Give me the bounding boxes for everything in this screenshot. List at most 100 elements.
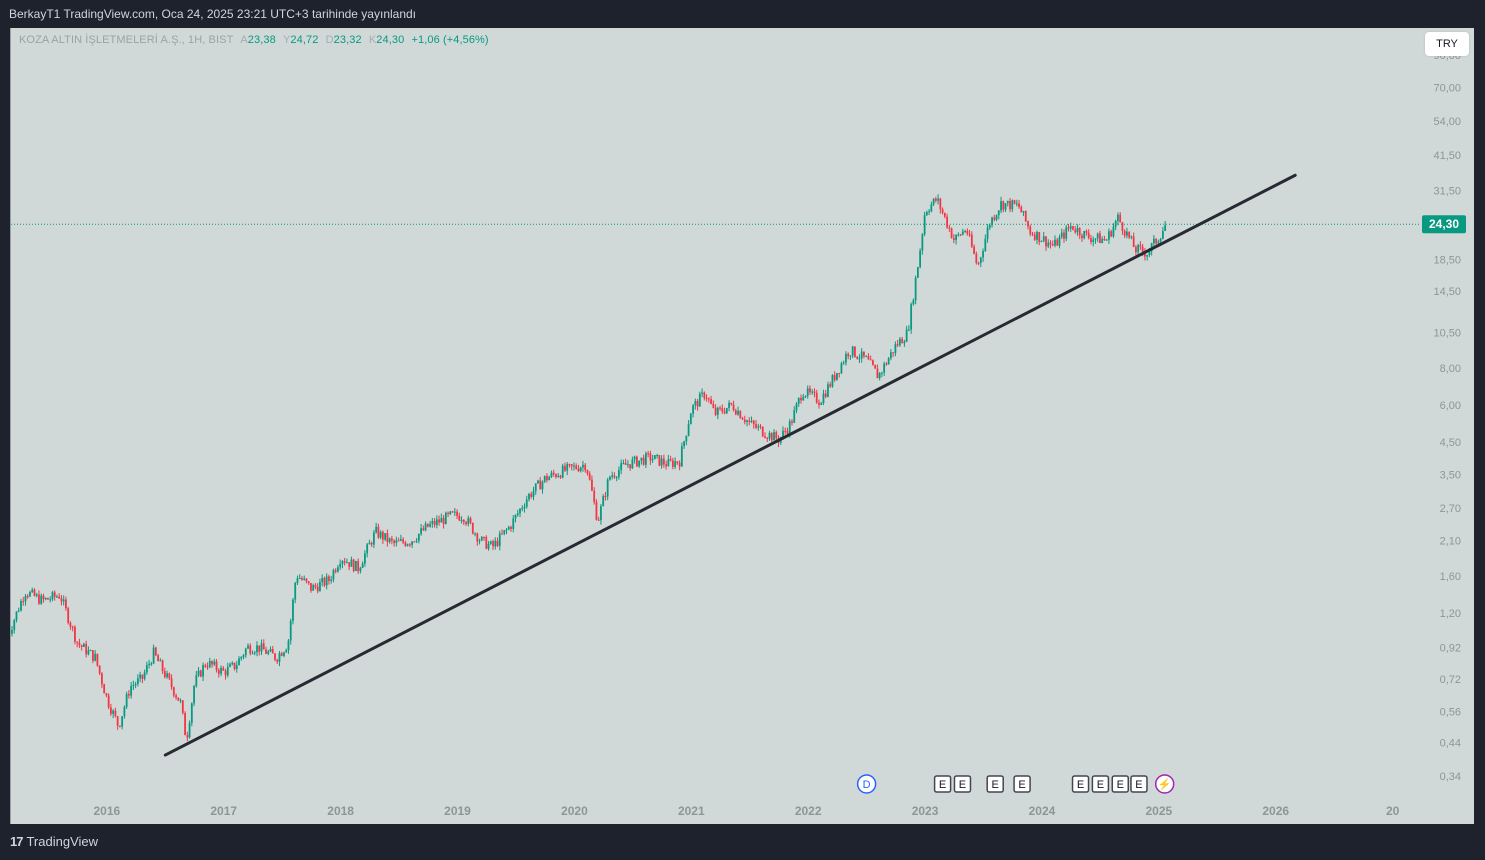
candle-body	[818, 402, 820, 405]
candle-body	[510, 526, 512, 529]
candle-body	[737, 410, 739, 415]
candle-body	[204, 665, 207, 667]
candle-body	[71, 626, 74, 628]
candle-body	[894, 344, 897, 354]
event-marker-earnings[interactable]: E	[1013, 775, 1031, 793]
candle-body	[1011, 200, 1014, 210]
candle-body	[366, 544, 369, 554]
candle-body	[869, 359, 872, 361]
candle-body	[56, 596, 58, 598]
candle-body	[1006, 200, 1009, 204]
low-value: 23,32	[333, 34, 362, 46]
event-label: E	[1018, 779, 1025, 791]
x-tick-label: 2022	[795, 804, 822, 818]
candle-body	[107, 695, 110, 708]
candle-body	[1063, 232, 1065, 239]
event-marker-earnings[interactable]: E	[1091, 775, 1110, 793]
candle-body	[559, 475, 562, 478]
candle-body	[143, 672, 146, 679]
candle-body	[1121, 222, 1124, 231]
candle-body	[1087, 232, 1090, 239]
candle-body	[662, 458, 665, 465]
candle-body	[370, 542, 373, 545]
candle-body	[1108, 231, 1110, 240]
candle-body	[381, 531, 384, 540]
footer: 17 TradingView	[0, 824, 1485, 860]
candle-body	[721, 408, 724, 412]
candle-body	[907, 329, 910, 331]
event-marker-earnings[interactable]: E	[1130, 775, 1148, 793]
candle-body	[885, 363, 888, 365]
candle-body	[249, 645, 252, 654]
candle-body	[283, 652, 285, 656]
x-tick-label: 2019	[444, 804, 471, 818]
candle-body	[519, 508, 521, 514]
candle-body	[222, 667, 225, 671]
candle-body	[847, 353, 850, 356]
candle-body	[676, 461, 679, 463]
candle-body	[440, 517, 443, 523]
candle-body	[683, 441, 685, 447]
candle-body	[959, 234, 962, 236]
candle-body	[186, 735, 189, 738]
event-marker-earnings[interactable]: E	[1071, 775, 1090, 793]
candle-body	[492, 541, 494, 547]
candle-body	[312, 585, 315, 591]
candle-body	[1058, 237, 1061, 246]
event-marker-earnings[interactable]: E	[953, 775, 972, 793]
event-marker-split[interactable]: ⚡	[1154, 774, 1175, 794]
candle-body	[357, 560, 360, 572]
candle-body	[593, 490, 596, 502]
candle-body	[1092, 239, 1095, 242]
candle-body	[961, 231, 964, 235]
event-label: D	[863, 779, 871, 791]
candle-body	[982, 251, 984, 258]
candle-body	[512, 518, 515, 529]
x-tick-label: 2024	[1029, 804, 1056, 818]
candle-body	[1049, 242, 1052, 245]
candle-body	[872, 360, 874, 365]
candle-body	[44, 597, 47, 600]
candle-body	[1067, 227, 1070, 229]
candle-body	[892, 352, 895, 354]
candle-body	[1105, 239, 1108, 241]
candle-body	[766, 437, 769, 439]
candle-body	[622, 463, 625, 465]
event-marker-earnings[interactable]: E	[986, 775, 1004, 793]
candle-body	[458, 515, 461, 521]
candle-body	[101, 673, 103, 685]
candle-body	[11, 629, 13, 634]
candle-body	[480, 536, 483, 541]
candle-body	[348, 562, 351, 567]
event-marker-earnings[interactable]: E	[1111, 775, 1130, 793]
candle-body	[955, 235, 957, 240]
event-marker-earnings[interactable]: E	[933, 775, 952, 793]
candle-body	[278, 653, 281, 662]
candle-body	[600, 506, 602, 521]
event-marker-dividend[interactable]: D	[856, 774, 877, 794]
candle-body	[422, 528, 425, 531]
candle-body	[707, 398, 710, 400]
candle-body	[343, 561, 346, 563]
candle-body	[528, 493, 530, 500]
candle-body	[867, 356, 870, 360]
chart-pane[interactable]: 90,0070,0054,0041,5031,5018,5014,5010,50…	[10, 28, 1474, 824]
candle-body	[952, 238, 955, 240]
candle-body	[829, 384, 832, 387]
candle-body	[193, 685, 195, 704]
price-chart[interactable]: 90,0070,0054,0041,5031,5018,5014,5010,50…	[11, 28, 1475, 824]
candle-body	[177, 697, 180, 701]
candle-body	[229, 664, 231, 667]
candle-body	[289, 620, 292, 641]
tradingview-brand[interactable]: 17 TradingView	[10, 834, 98, 849]
candle-body	[22, 601, 25, 603]
candle-body	[550, 472, 553, 477]
candle-body	[820, 403, 823, 405]
candle-body	[467, 518, 470, 524]
candle-body	[38, 594, 40, 604]
currency-button[interactable]: TRY	[1425, 32, 1469, 56]
candle-body	[824, 393, 827, 397]
candle-body	[541, 481, 544, 490]
candle-body	[627, 464, 629, 466]
x-tick-label: 20	[1386, 804, 1400, 818]
